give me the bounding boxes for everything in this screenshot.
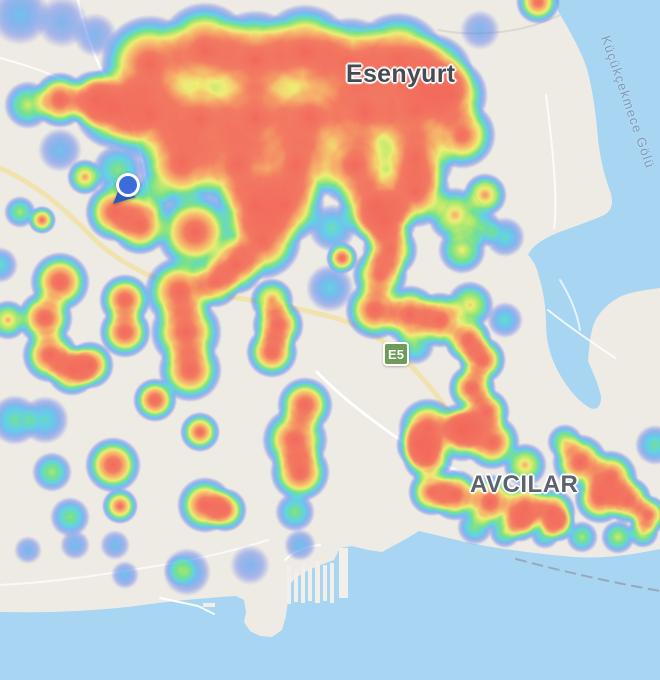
marker-circle-icon	[116, 173, 140, 197]
marker-pointer-icon	[113, 189, 136, 204]
location-marker[interactable]	[106, 163, 150, 207]
